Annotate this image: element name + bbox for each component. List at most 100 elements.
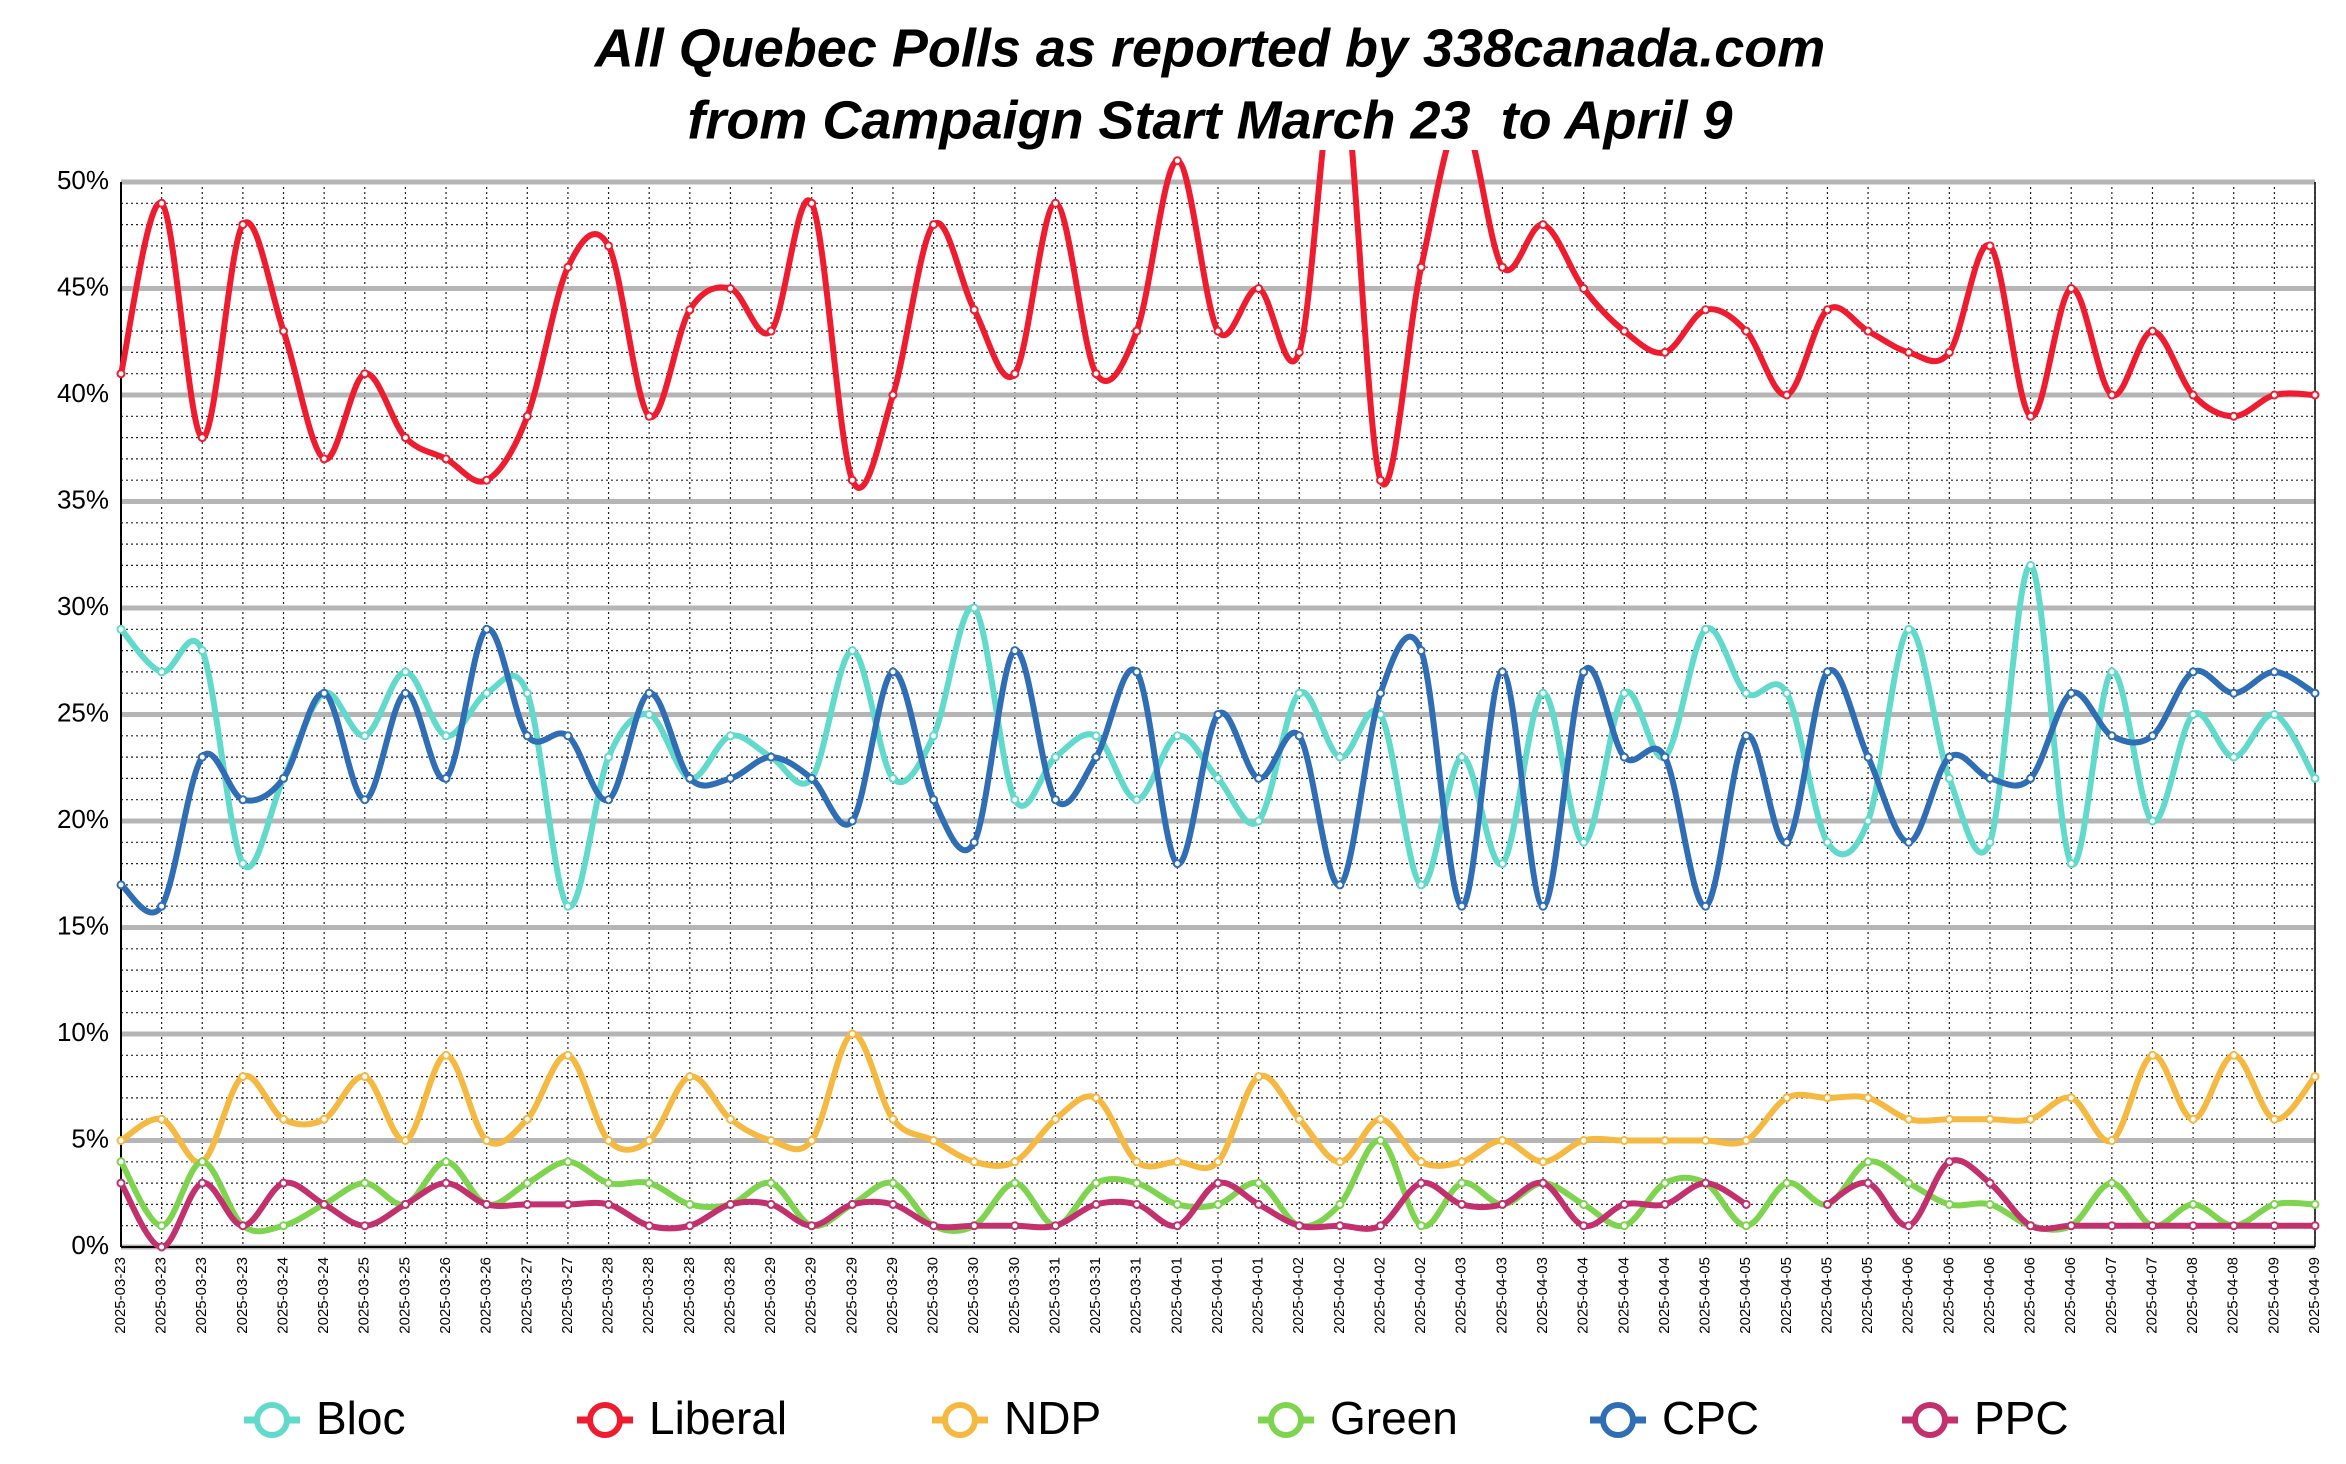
data-point [847,1029,857,1039]
data-point [1579,667,1589,677]
data-point [2310,1221,2320,1231]
legend-marker [1600,1402,1636,1438]
data-point [563,1050,573,1060]
x-tick-label: 2025-04-02 [1290,1257,1307,1334]
data-point [197,433,207,443]
data-point [685,773,695,783]
data-point [1741,1199,1751,1209]
data-point [1416,880,1426,890]
data-point [441,773,451,783]
data-point [279,773,289,783]
data-point [1497,1136,1507,1145]
data-point [969,305,979,315]
y-tick-label: 0% [71,1230,109,1260]
data-point [1010,1157,1020,1167]
data-point [1335,1199,1345,1209]
data-point [2269,1114,2279,1124]
data-point [1376,688,1386,698]
x-tick-label: 2025-04-05 [1778,1257,1795,1334]
data-point [2188,390,2198,400]
data-point [116,1136,126,1145]
legend-label: Green [1330,1392,1458,1444]
data-point [1619,1199,1629,1209]
data-point [1782,688,1792,698]
x-tick-label: 2025-04-07 [2103,1257,2120,1334]
data-point [1457,1199,1467,1209]
data-point [1091,1178,1101,1188]
data-point [1985,837,1995,847]
data-point [2310,688,2320,698]
data-point [238,1072,248,1082]
data-point [1050,198,1060,208]
data-point [847,816,857,826]
x-tick-label: 2025-04-06 [2062,1257,2079,1334]
data-point [197,1178,207,1188]
data-point [1050,752,1060,762]
data-point [1944,347,1954,357]
y-tick-label: 10% [57,1017,109,1047]
data-point [1822,1199,1832,1209]
data-point [969,837,979,847]
data-point [1172,156,1182,166]
data-point [157,667,167,677]
data-point [766,1199,776,1209]
y-tick-label: 25% [57,697,109,727]
x-tick-label: 2025-03-23 [153,1257,170,1334]
x-tick-label: 2025-03-28 [681,1257,698,1334]
data-point [1010,1221,1020,1231]
data-point [1213,710,1223,719]
data-point [1782,1093,1792,1103]
data-point [482,688,492,698]
data-point [725,284,735,293]
data-point [1701,305,1711,315]
data-point [1741,1136,1751,1145]
x-tick-label: 2025-04-05 [1737,1257,1754,1334]
data-point [482,624,492,634]
data-point [2269,710,2279,719]
data-point [604,1178,614,1188]
data-point [2310,1199,2320,1209]
data-point [2310,773,2320,783]
data-point [1010,369,1020,379]
data-point [725,1114,735,1124]
data-point [1497,262,1507,272]
data-point [2188,710,2198,719]
data-point [157,1114,167,1124]
data-point [360,1178,370,1188]
x-tick-label: 2025-03-28 [721,1257,738,1334]
data-point [1213,1157,1223,1167]
data-point [1091,1199,1101,1209]
data-point [1701,901,1711,911]
data-point [400,433,410,443]
data-point [2026,560,2036,570]
data-point [441,1178,451,1188]
y-tick-label: 40% [57,378,109,408]
data-point [279,326,289,336]
data-point [2107,731,2117,741]
data-point [604,1136,614,1145]
data-point [360,795,370,805]
data-point [1782,390,1792,400]
data-point [1457,901,1467,911]
data-point [1701,1178,1711,1188]
data-point [400,1136,410,1145]
x-tick-label: 2025-04-06 [1940,1257,1957,1334]
x-tick-label: 2025-03-23 [193,1257,210,1334]
data-point [1416,1157,1426,1167]
data-point [1985,1199,1995,1209]
data-point [766,752,776,762]
x-tick-label: 2025-03-27 [518,1257,535,1334]
data-point [157,1221,167,1231]
data-point [1172,1199,1182,1209]
data-point [2269,1199,2279,1209]
x-tick-label: 2025-04-02 [1331,1257,1348,1334]
data-point [1294,688,1304,698]
data-point [522,731,532,741]
data-point [1985,1114,1995,1124]
legend-marker [1912,1402,1948,1438]
data-point [1904,624,1914,634]
x-tick-label: 2025-03-26 [437,1257,454,1334]
data-point [1091,752,1101,762]
data-point [1132,1178,1142,1188]
data-point [1660,1136,1670,1145]
